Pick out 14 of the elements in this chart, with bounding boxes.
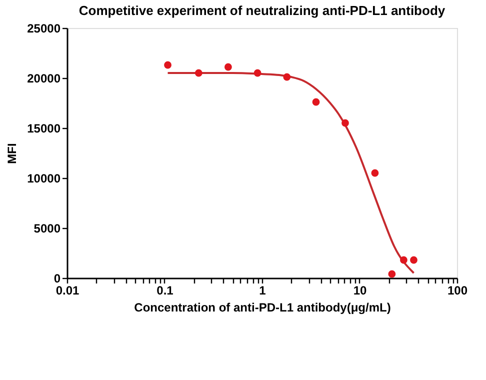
- x-tick-label: 100: [447, 284, 468, 298]
- y-tick-label: 5000: [34, 222, 61, 236]
- y-tick-label: 25000: [27, 22, 61, 36]
- y-tick-label: 15000: [27, 122, 61, 136]
- chart-title: Competitive experiment of neutralizing anti-PD-L1 antibody: [78, 3, 446, 18]
- y-axis-title: MFI: [5, 143, 20, 164]
- x-tick-label: 0.1: [156, 284, 174, 298]
- x-tick-label: 0.01: [56, 284, 80, 298]
- x-tick-label: 1: [259, 284, 266, 298]
- y-tick-label: 20000: [27, 72, 61, 86]
- x-tick-label: 10: [353, 284, 367, 298]
- x-axis-title: Concentration of anti-PD-L1 antibody(μg/mL): [134, 300, 391, 314]
- y-tick-label: 10000: [27, 172, 61, 186]
- y-tick-label: 0: [54, 272, 61, 286]
